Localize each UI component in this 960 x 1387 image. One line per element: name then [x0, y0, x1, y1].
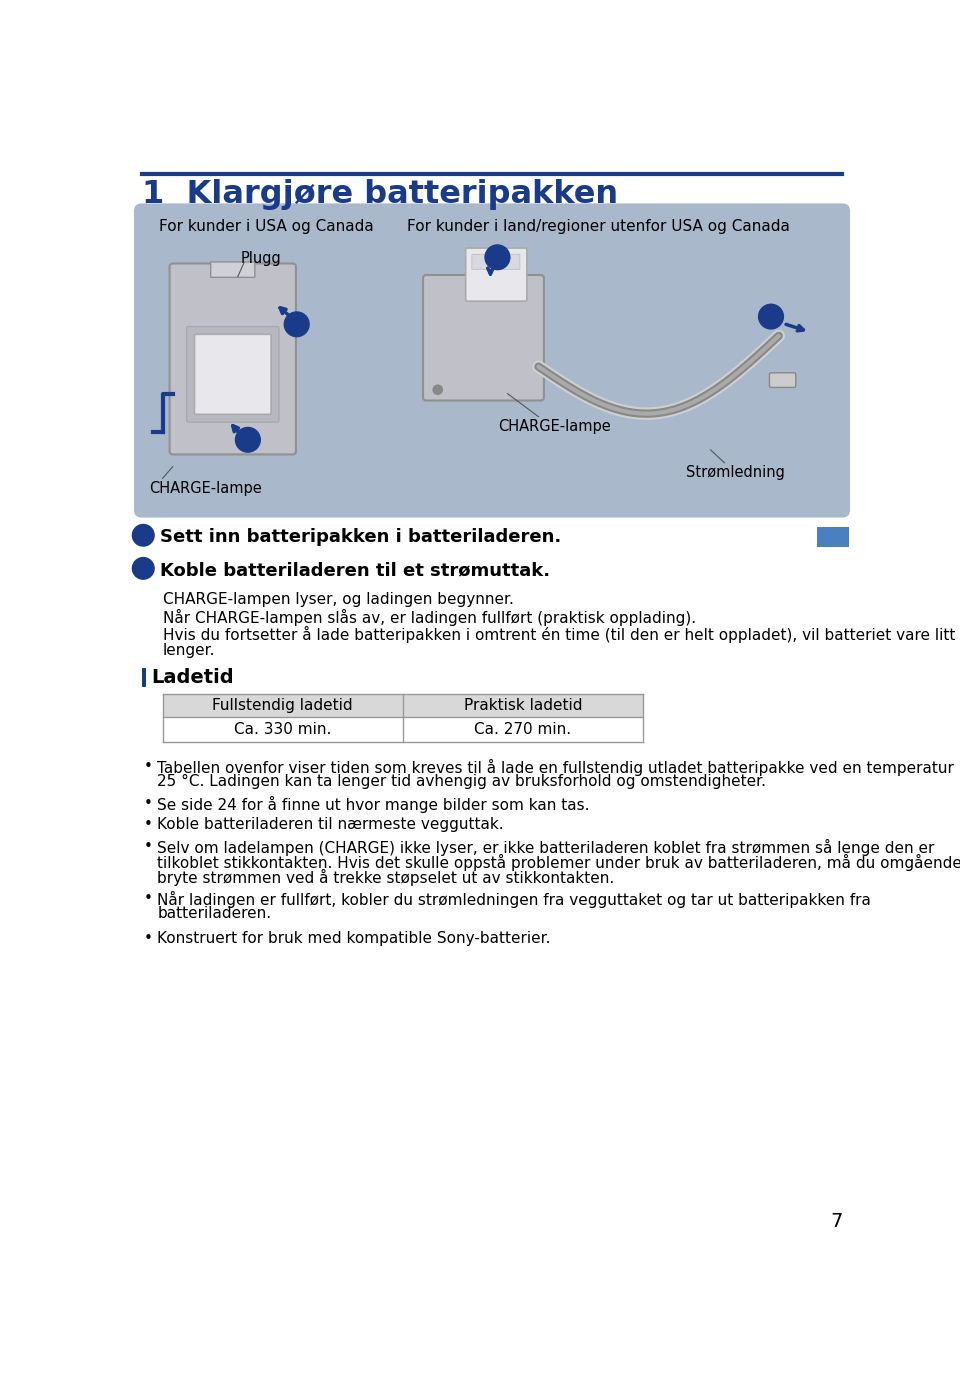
Text: Fullstendig ladetid: Fullstendig ladetid [212, 698, 353, 713]
Circle shape [433, 386, 443, 394]
Text: Koble batteriladeren til et strømuttak.: Koble batteriladeren til et strømuttak. [160, 562, 550, 580]
Text: Plugg: Plugg [240, 251, 281, 266]
FancyBboxPatch shape [170, 264, 296, 455]
Text: Ladetid: Ladetid [151, 667, 233, 687]
Circle shape [132, 524, 155, 546]
Text: CHARGE-lampen lyser, og ladingen begynner.: CHARGE-lampen lyser, og ladingen begynne… [162, 592, 514, 608]
FancyBboxPatch shape [210, 262, 254, 277]
Text: CHARGE-lampe: CHARGE-lampe [150, 481, 262, 495]
Text: Når ladingen er fullført, kobler du strømledningen fra vegguttaket og tar ut bat: Når ladingen er fullført, kobler du strø… [157, 890, 871, 908]
FancyBboxPatch shape [466, 248, 527, 301]
Text: Ca. 330 min.: Ca. 330 min. [234, 721, 331, 736]
Text: •: • [143, 931, 152, 946]
Text: 2: 2 [766, 309, 777, 325]
Text: 1  Klargjøre batteripakken: 1 Klargjøre batteripakken [142, 179, 618, 209]
Text: •: • [143, 839, 152, 853]
Text: CHARGE-lampe: CHARGE-lampe [498, 419, 611, 434]
Text: Se side 24 for å finne ut hvor mange bilder som kan tas.: Se side 24 for å finne ut hvor mange bil… [157, 796, 589, 813]
Text: Tabellen ovenfor viser tiden som kreves til å lade en fullstendig utladet batter: Tabellen ovenfor viser tiden som kreves … [157, 759, 960, 775]
Text: 1: 1 [243, 433, 253, 447]
Text: Når CHARGE-lampen slås av, er ladingen fullført (praktisk opplading).: Når CHARGE-lampen slås av, er ladingen f… [162, 609, 696, 626]
Text: bryte strømmen ved å trekke støpselet ut av stikkontakten.: bryte strømmen ved å trekke støpselet ut… [157, 870, 614, 886]
FancyBboxPatch shape [194, 334, 271, 415]
Text: For kunder i USA og Canada: For kunder i USA og Canada [158, 219, 373, 234]
Text: Strømledning: Strømledning [685, 465, 784, 480]
Text: 2: 2 [291, 316, 302, 331]
FancyBboxPatch shape [770, 373, 796, 387]
Circle shape [284, 312, 309, 337]
Circle shape [235, 427, 260, 452]
FancyBboxPatch shape [817, 527, 850, 546]
Text: Selv om ladelampen (CHARGE) ikke lyser, er ikke batteriladeren koblet fra strømm: Selv om ladelampen (CHARGE) ikke lyser, … [157, 839, 935, 856]
Text: 1: 1 [492, 250, 503, 265]
Text: •: • [143, 890, 152, 906]
Text: Sett inn batteripakken i batteriladeren.: Sett inn batteripakken i batteriladeren. [160, 528, 562, 546]
Text: 7: 7 [830, 1212, 842, 1232]
FancyBboxPatch shape [142, 667, 146, 687]
Text: For kunder i land/regioner utenfor USA og Canada: For kunder i land/regioner utenfor USA o… [407, 219, 790, 234]
Text: Hvis du fortsetter å lade batteripakken i omtrent én time (til den er helt oppla: Hvis du fortsetter å lade batteripakken … [162, 626, 955, 644]
Text: batteriladeren.: batteriladeren. [157, 907, 272, 921]
FancyBboxPatch shape [134, 204, 850, 517]
Text: •: • [143, 796, 152, 810]
Circle shape [132, 558, 155, 580]
Circle shape [758, 304, 783, 329]
Text: Konstruert for bruk med kompatible Sony-batterier.: Konstruert for bruk med kompatible Sony-… [157, 931, 551, 946]
FancyBboxPatch shape [162, 694, 643, 717]
Text: •: • [143, 817, 152, 832]
FancyBboxPatch shape [423, 275, 544, 401]
Text: Koble batteriladeren til nærmeste vegguttak.: Koble batteriladeren til nærmeste veggut… [157, 817, 504, 832]
FancyBboxPatch shape [186, 326, 278, 422]
Text: NO: NO [819, 528, 847, 546]
Text: •: • [143, 759, 152, 774]
Text: Praktisk ladetid: Praktisk ladetid [464, 698, 583, 713]
Text: 2: 2 [138, 560, 149, 576]
Text: Ca. 270 min.: Ca. 270 min. [474, 721, 571, 736]
Text: 25 °C. Ladingen kan ta lenger tid avhengig av bruksforhold og omstendigheter.: 25 °C. Ladingen kan ta lenger tid avheng… [157, 774, 766, 789]
Text: tilkoblet stikkontakten. Hvis det skulle oppstå problemer under bruk av batteril: tilkoblet stikkontakten. Hvis det skulle… [157, 854, 960, 871]
FancyBboxPatch shape [472, 254, 520, 269]
Circle shape [485, 245, 510, 269]
Text: lenger.: lenger. [162, 644, 215, 657]
Text: 1: 1 [138, 528, 149, 542]
